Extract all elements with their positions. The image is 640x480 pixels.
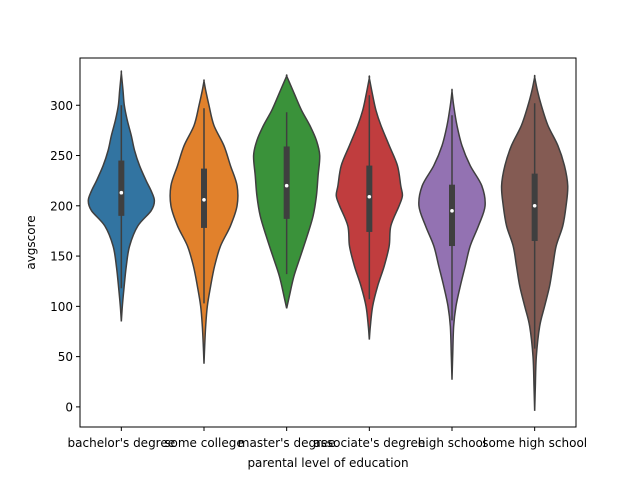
violin-group <box>335 75 404 340</box>
y-tick-label: 0 <box>65 400 73 414</box>
x-tick-label: high school <box>418 436 486 450</box>
x-tick-label: bachelor's degree <box>68 436 176 450</box>
violin-median-point <box>284 183 289 188</box>
violin-iqr-box <box>366 165 373 232</box>
violin-group <box>500 74 569 411</box>
violin-group <box>252 74 321 309</box>
x-axis-label: parental level of education <box>247 456 408 470</box>
x-tick-label: some college <box>164 436 243 450</box>
x-tick-label: some high school <box>482 436 587 450</box>
violin-group <box>169 79 239 364</box>
y-tick-label: 150 <box>50 250 73 264</box>
y-tick-label: 100 <box>50 300 73 314</box>
violin-median-point <box>202 197 206 202</box>
violin-median-point <box>367 194 372 199</box>
y-tick-label: 50 <box>58 350 73 364</box>
y-tick-label: 250 <box>50 149 73 163</box>
y-axis-label: avgscore <box>24 215 38 269</box>
y-tick-label: 200 <box>50 199 73 213</box>
x-tick-label: associate's degree <box>313 436 425 450</box>
y-tick-label: 300 <box>50 99 73 113</box>
plot-area-frame <box>79 57 577 428</box>
violin-iqr-box <box>118 160 125 216</box>
violin-layer <box>87 70 569 411</box>
violin-group <box>87 70 156 322</box>
violin-median-point <box>450 209 454 213</box>
violin-group <box>418 88 486 380</box>
y-axis: 0 50 100 150 200 250 300 <box>50 99 80 414</box>
violin-median-point <box>119 190 124 195</box>
violin-iqr-box <box>449 184 455 247</box>
violin-median-point <box>532 204 537 208</box>
x-tick-label: master's degree <box>238 436 336 450</box>
violin-iqr-box <box>283 146 290 219</box>
